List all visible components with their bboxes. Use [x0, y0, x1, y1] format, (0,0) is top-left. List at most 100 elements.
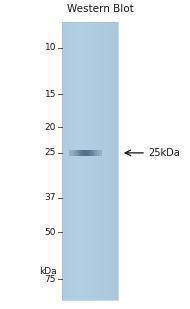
Bar	[87, 22, 88, 300]
Bar	[100, 22, 101, 300]
Bar	[70, 150, 71, 156]
Bar	[80, 150, 81, 156]
Bar	[68, 22, 69, 300]
Bar	[89, 22, 90, 300]
Text: 75: 75	[44, 275, 56, 284]
Bar	[112, 22, 113, 300]
Bar	[84, 22, 85, 300]
Text: 15: 15	[44, 90, 56, 99]
Bar	[99, 22, 100, 300]
Bar	[85, 22, 86, 300]
Bar	[87, 150, 88, 156]
Bar	[73, 22, 74, 300]
Bar	[69, 22, 70, 300]
Bar	[74, 22, 75, 300]
Text: 25kDa: 25kDa	[148, 148, 180, 158]
Bar	[88, 22, 89, 300]
Bar	[62, 22, 118, 300]
Bar	[92, 22, 93, 300]
Bar	[62, 22, 63, 300]
Bar	[71, 150, 72, 156]
Bar	[86, 22, 87, 300]
Bar	[79, 150, 80, 156]
Bar	[73, 150, 74, 156]
Bar	[70, 22, 71, 300]
Bar	[92, 150, 93, 156]
Bar	[105, 22, 106, 300]
Bar	[84, 150, 85, 156]
Bar	[94, 150, 95, 156]
Bar	[90, 22, 91, 300]
Bar	[80, 22, 81, 300]
Bar	[103, 22, 104, 300]
Bar	[99, 150, 100, 156]
Bar	[101, 22, 102, 300]
Bar	[88, 150, 89, 156]
Bar	[111, 22, 112, 300]
Bar	[64, 22, 65, 300]
Bar	[91, 150, 92, 156]
Bar	[81, 150, 82, 156]
Bar	[96, 150, 97, 156]
Bar	[94, 22, 95, 300]
Bar	[100, 150, 101, 156]
Bar	[76, 150, 77, 156]
Bar	[91, 22, 92, 300]
Bar	[101, 150, 102, 156]
Bar	[93, 22, 94, 300]
Text: 10: 10	[44, 43, 56, 52]
Bar	[106, 22, 107, 300]
Bar	[75, 150, 76, 156]
Text: 20: 20	[45, 123, 56, 132]
Bar	[108, 22, 109, 300]
Bar	[74, 150, 75, 156]
Bar	[86, 150, 87, 156]
Bar	[66, 22, 67, 300]
Text: 37: 37	[44, 193, 56, 202]
Bar	[107, 22, 108, 300]
Bar	[82, 22, 83, 300]
Bar	[116, 22, 117, 300]
Bar	[83, 22, 84, 300]
Bar	[115, 22, 116, 300]
Bar	[83, 150, 84, 156]
Bar	[98, 22, 99, 300]
Bar	[89, 150, 90, 156]
Bar	[110, 22, 111, 300]
Bar	[85, 150, 86, 156]
Bar	[102, 22, 103, 300]
Bar	[96, 22, 97, 300]
Bar	[95, 150, 96, 156]
Bar	[69, 150, 70, 156]
Bar	[117, 22, 118, 300]
Bar	[76, 22, 77, 300]
Text: kDa: kDa	[39, 267, 57, 276]
Bar	[93, 150, 94, 156]
Bar	[71, 22, 72, 300]
Bar	[78, 150, 79, 156]
Bar	[109, 22, 110, 300]
Bar	[104, 22, 105, 300]
Bar	[65, 22, 66, 300]
Text: 25: 25	[45, 148, 56, 157]
Bar	[72, 22, 73, 300]
Bar	[113, 22, 114, 300]
Bar	[97, 22, 98, 300]
Bar	[82, 150, 83, 156]
Bar	[97, 150, 98, 156]
Bar	[81, 22, 82, 300]
Bar	[75, 22, 76, 300]
Text: 50: 50	[44, 228, 56, 237]
Text: Western Blot: Western Blot	[67, 4, 133, 14]
Bar	[77, 22, 78, 300]
Bar	[79, 22, 80, 300]
Bar	[90, 150, 91, 156]
Bar	[72, 150, 73, 156]
Bar	[98, 150, 99, 156]
Bar	[67, 22, 68, 300]
Bar	[63, 22, 64, 300]
Bar	[77, 150, 78, 156]
Bar	[114, 22, 115, 300]
Bar	[95, 22, 96, 300]
Bar	[78, 22, 79, 300]
